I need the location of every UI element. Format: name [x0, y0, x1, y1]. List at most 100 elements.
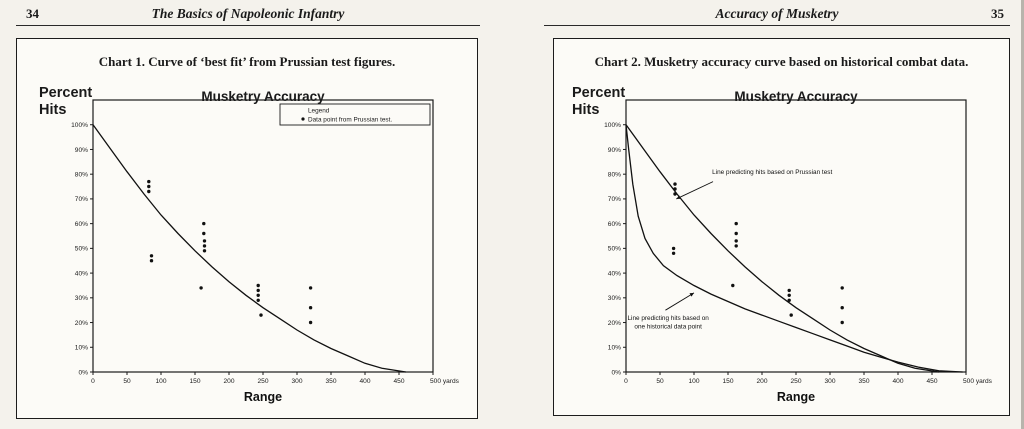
y-tick-label: 100% — [71, 122, 88, 129]
data-point — [256, 288, 260, 293]
x-tick-label: 250 — [257, 378, 268, 385]
data-point — [259, 313, 263, 317]
x-tick-label: 100 — [155, 378, 166, 385]
data-point — [787, 288, 791, 293]
x-tick-label: 450 — [393, 378, 404, 385]
chart-2-y-axis-label-line2: Hits — [572, 101, 600, 118]
y-tick-label: 60% — [608, 221, 621, 228]
y-tick-label: 80% — [75, 171, 88, 178]
chart-1-y-axis-label-line1: Percent — [39, 85, 93, 101]
data-point — [202, 244, 207, 248]
x-tick-label: 500 yards — [963, 378, 993, 385]
x-axis-title: Range — [244, 390, 282, 404]
x-tick-label: 150 — [189, 378, 200, 385]
data-point — [202, 231, 206, 236]
chart-1-panel: Chart 1. Curve of ‘best fit’ from Prussi… — [16, 38, 478, 419]
y-tick-label: 0% — [611, 369, 621, 376]
y-tick-label: 40% — [75, 270, 88, 277]
data-point — [308, 320, 313, 325]
y-tick-label: 20% — [75, 320, 88, 327]
y-tick-label: 40% — [608, 270, 621, 277]
plot-frame — [92, 99, 434, 373]
chart-1-y-axis-label-line2: Hits — [39, 101, 67, 118]
y-tick-label: 90% — [75, 147, 88, 154]
data-point — [671, 251, 676, 255]
chart-1-y-axis-label: Percent Hits — [39, 85, 109, 118]
data-point — [840, 320, 844, 325]
x-tick-label: 350 — [325, 378, 336, 385]
legend-entry-label: Data point from Prussian test. — [308, 117, 392, 124]
data-point — [673, 192, 677, 196]
chart-1-caption: Chart 1. Curve of ‘best fit’ from Prussi… — [98, 54, 396, 69]
data-point — [256, 298, 260, 302]
legend-marker — [301, 117, 305, 121]
x-tick-label: 400 — [359, 378, 370, 385]
data-point — [840, 286, 844, 290]
x-tick-label: 200 — [756, 378, 767, 385]
y-tick-label: 90% — [608, 147, 621, 154]
data-point — [308, 286, 313, 290]
data-point — [734, 231, 738, 236]
data-point — [731, 283, 735, 288]
annotation-arrow-line — [665, 292, 695, 311]
data-point — [308, 306, 313, 310]
chart-2-y-axis-label-line1: Percent — [572, 85, 626, 101]
plot-frame — [625, 99, 967, 373]
x-tick-label: 300 — [291, 378, 302, 385]
chart-1-plot: 100% 90% 80% 70% 60% 50% 40% 30% 20% 10% 0%0 50 100 1… — [71, 99, 460, 404]
y-tick-label: 0% — [78, 369, 88, 376]
x-tick-label: 50 — [656, 378, 664, 385]
x-tick-label: 50 — [123, 378, 131, 385]
data-point — [734, 244, 738, 248]
right-page-header-title: Accuracy of Musketry — [715, 6, 839, 21]
data-point — [787, 298, 791, 302]
x-tick-label: 450 — [926, 378, 937, 385]
x-tick-label: 0 — [91, 378, 95, 385]
annotation-arrow-line — [676, 181, 714, 200]
x-tick-label: 250 — [790, 378, 801, 385]
data-point — [734, 239, 738, 243]
chart-2-caption: Chart 2. Musketry accuracy curve based o… — [594, 54, 969, 69]
right-page-header: Accuracy of Musketry 35 — [544, 5, 1010, 26]
data-point — [149, 254, 154, 258]
annotation-text: Line predicting hits based on — [627, 315, 709, 322]
x-tick-label: 0 — [624, 378, 628, 385]
y-tick-label: 30% — [608, 295, 621, 302]
chart-2-y-axis-label: Percent Hits — [572, 85, 642, 118]
y-tick-label: 10% — [608, 345, 621, 352]
curve-line-predicting-hits-based-on-prussian-test — [625, 124, 939, 373]
y-tick-label: 10% — [75, 345, 88, 352]
legend-title: Legend — [308, 108, 330, 115]
x-tick-label: 150 — [722, 378, 733, 385]
data-point — [199, 286, 203, 290]
annotation-arrowhead — [676, 195, 681, 199]
left-page-number: 34 — [26, 6, 39, 21]
data-point — [734, 221, 738, 226]
data-point — [147, 179, 151, 184]
data-point — [789, 313, 793, 317]
data-point — [840, 306, 844, 310]
right-page-number: 35 — [991, 6, 1004, 21]
scan-edge-shadow — [1021, 0, 1024, 429]
y-tick-label: 100% — [604, 122, 621, 129]
data-point — [256, 293, 260, 297]
y-tick-label: 20% — [608, 320, 621, 327]
annotation-arrowhead — [689, 292, 694, 297]
curve-line-predicting-hits-based-on-one-historical-data-point — [625, 124, 963, 373]
left-page-header-title: The Basics of Napoleonic Infantry — [151, 6, 345, 21]
curve-best-fit-curve-from-prussian-test-figures — [92, 124, 406, 373]
y-tick-label: 70% — [75, 196, 88, 203]
data-point — [202, 221, 206, 226]
data-point — [787, 293, 791, 297]
legend-box — [279, 103, 431, 126]
data-point — [673, 187, 677, 191]
x-tick-label: 350 — [858, 378, 869, 385]
data-point — [202, 239, 207, 243]
chart-2-panel: Chart 2. Musketry accuracy curve based o… — [553, 38, 1010, 416]
data-point — [673, 182, 677, 186]
x-tick-label: 300 — [824, 378, 835, 385]
chart-2-plot: 100% 90% 80% 70% 60% 50% 40% 30% 20% 10% 0%0 50 100 1… — [604, 99, 993, 404]
y-tick-label: 80% — [608, 171, 621, 178]
y-tick-label: 70% — [608, 196, 621, 203]
x-tick-label: 100 — [688, 378, 699, 385]
